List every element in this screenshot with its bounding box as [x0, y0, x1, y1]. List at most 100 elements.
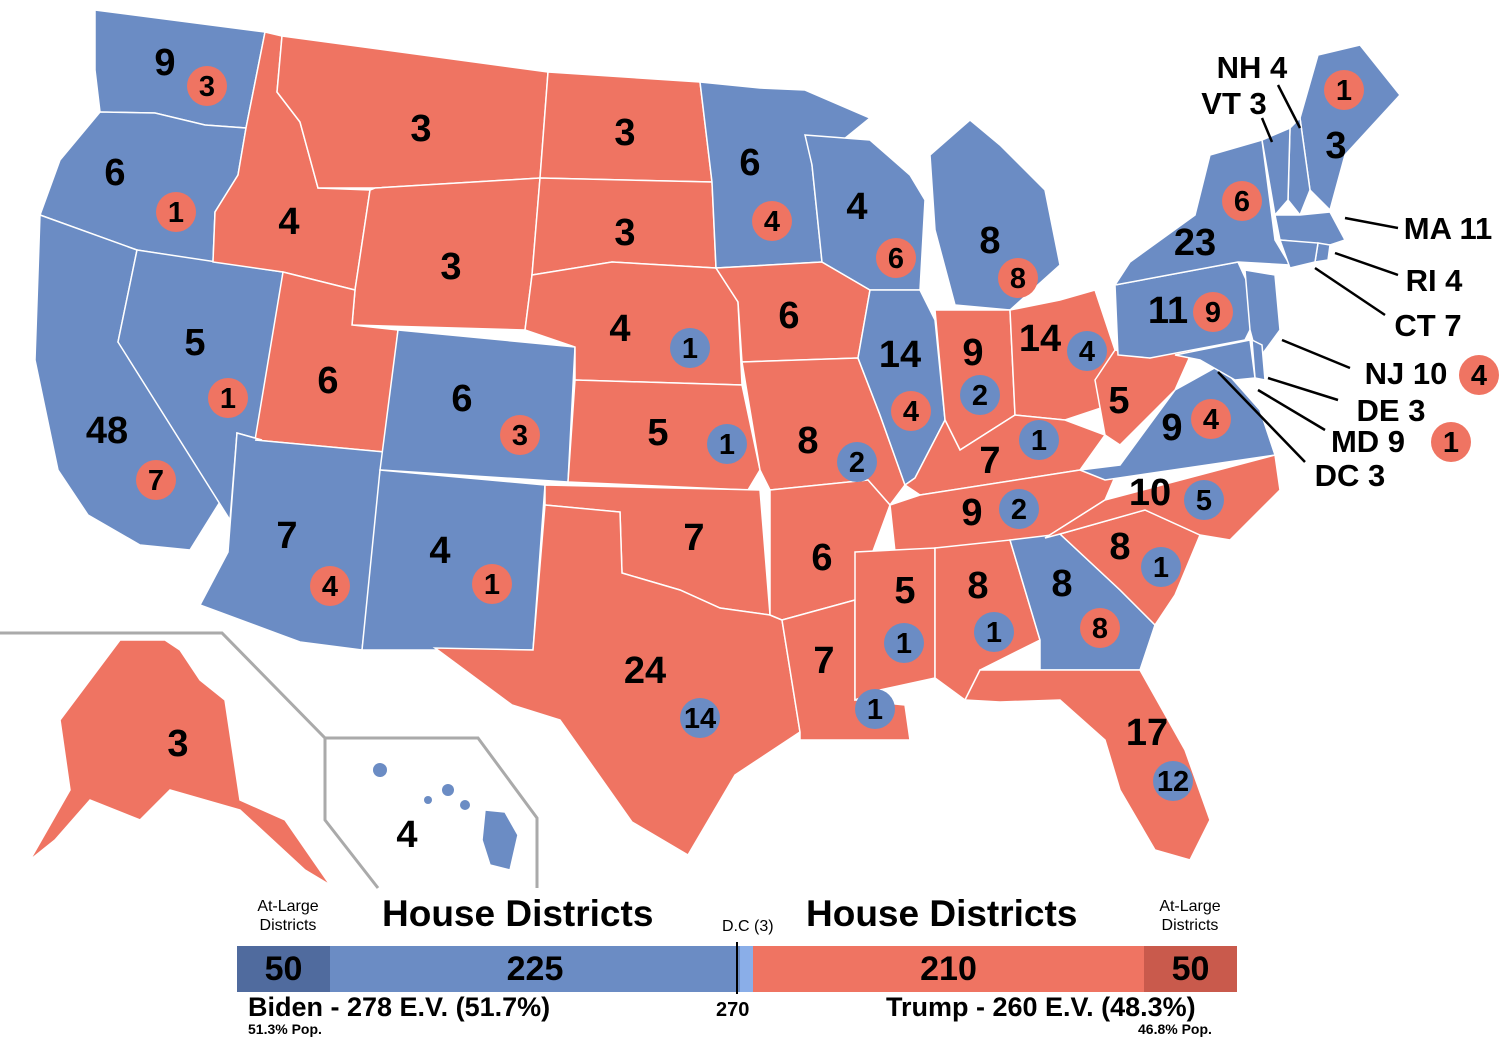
state-ev-label-co: 6 — [451, 378, 472, 420]
dem-pop: 51.3% Pop. — [248, 1021, 322, 1037]
state-hi-island — [373, 763, 387, 777]
district-badge-md — [1431, 422, 1471, 462]
state-nj — [1244, 269, 1281, 362]
state-ev-label-tn: 9 — [961, 492, 982, 534]
state-tx — [432, 504, 801, 857]
state-ev-label-pa: 11 — [1148, 290, 1188, 332]
district-badge-mi — [998, 258, 1038, 298]
callout-label-nh: NH 4 — [1217, 50, 1288, 85]
district-badge-label-co: 3 — [512, 420, 528, 452]
state-ct — [1278, 239, 1319, 269]
district-badge-wa — [187, 66, 227, 106]
district-badge-nj — [1459, 355, 1499, 395]
state-ev-label-la: 7 — [813, 640, 834, 682]
district-badge-label-az: 4 — [322, 571, 338, 603]
callout-label-ct: CT 7 — [1394, 308, 1461, 343]
district-badge-oh — [1067, 331, 1107, 371]
state-ev-label-al: 8 — [967, 565, 988, 607]
right-atlarge-heading: At-Large Districts — [1159, 898, 1221, 934]
state-ny — [1113, 139, 1292, 287]
district-badge-ga — [1080, 608, 1120, 648]
dc-bar — [740, 946, 753, 992]
rep-summary: Trump - 260 E.V. (48.3%) — [886, 992, 1196, 1022]
district-badge-label-nj: 4 — [1471, 360, 1487, 392]
district-badge-nv — [208, 378, 248, 418]
callout-label-vt: VT 3 — [1201, 86, 1266, 121]
state-ev-label-ny: 23 — [1174, 222, 1216, 264]
district-badge-label-or: 1 — [168, 197, 184, 229]
threshold-label: 270 — [716, 999, 750, 1021]
district-badge-label-mi: 8 — [1010, 263, 1026, 295]
district-badge-label-pa: 9 — [1205, 297, 1221, 329]
rep-atlarge-bar: 50 — [1144, 946, 1237, 992]
state-ev-label-mi: 8 — [979, 220, 1000, 262]
state-ev-label-az: 7 — [276, 515, 297, 557]
callout-label-ma: MA 11 — [1404, 211, 1492, 246]
district-badge-wi — [876, 238, 916, 278]
state-ev-label-sd: 3 — [614, 212, 635, 254]
state-ev-label-or: 6 — [104, 152, 125, 194]
state-wa — [94, 9, 266, 129]
callout-label-nj: NJ 10 — [1365, 356, 1448, 391]
district-badge-label-mn: 4 — [764, 206, 780, 238]
district-badge-label-mo: 2 — [849, 447, 865, 479]
district-badge-label-ca: 7 — [148, 465, 164, 497]
state-hi-island — [442, 784, 454, 796]
state-ev-label-wv: 5 — [1108, 380, 1129, 422]
district-badge-az — [310, 566, 350, 606]
state-ev-label-wi: 4 — [846, 186, 867, 228]
state-nc — [1044, 454, 1281, 541]
state-mi — [929, 119, 1061, 311]
state-ak — [29, 639, 331, 886]
district-badge-pa — [1193, 292, 1233, 332]
state-ev-label-ak: 3 — [167, 723, 188, 765]
district-badge-label-fl: 12 — [1157, 766, 1189, 798]
state-ev-label-fl: 17 — [1126, 712, 1168, 754]
state-ev-label-ia: 6 — [778, 295, 799, 337]
district-badge-label-md: 1 — [1443, 427, 1459, 459]
district-badge-label-tn: 2 — [1011, 494, 1027, 526]
state-ev-label-ar: 6 — [811, 537, 832, 579]
district-badge-mo — [837, 442, 877, 482]
district-badge-me — [1324, 70, 1364, 110]
district-badge-fl — [1153, 761, 1193, 801]
state-fl — [963, 669, 1211, 861]
state-ev-label-oh: 14 — [1019, 318, 1061, 360]
callout-label-dc: DC 3 — [1315, 458, 1386, 493]
state-ev-label-wa: 9 — [154, 42, 175, 84]
state-md — [1174, 339, 1256, 381]
dem-house-bar: 225 — [330, 946, 740, 992]
state-vt — [1261, 126, 1291, 217]
state-ev-label-sc: 8 — [1109, 526, 1130, 568]
district-badge-label-al: 1 — [986, 617, 1002, 649]
callout-label-de: DE 3 — [1357, 393, 1426, 428]
district-badge-il — [891, 391, 931, 431]
district-badge-ms — [884, 623, 924, 663]
state-va — [1079, 364, 1276, 481]
state-ev-label-va: 9 — [1161, 407, 1182, 449]
rep-pop: 46.8% Pop. — [1138, 1021, 1212, 1037]
state-ev-label-ky: 7 — [979, 440, 1000, 482]
district-badge-in — [960, 375, 1000, 415]
state-co — [379, 329, 576, 483]
district-badge-sc — [1141, 547, 1181, 587]
state-ms — [854, 547, 936, 702]
state-ev-label-ok: 7 — [683, 517, 704, 559]
district-badge-label-ny: 6 — [1234, 186, 1250, 218]
district-badge-label-nm: 1 — [484, 569, 500, 601]
state-ev-label-nv: 5 — [184, 322, 205, 364]
state-ev-label-mn: 6 — [739, 142, 760, 184]
district-badge-label-me: 1 — [1336, 75, 1352, 107]
inset-borders — [0, 631, 539, 889]
district-badge-mn — [752, 201, 792, 241]
district-badge-va — [1191, 399, 1231, 439]
dem-atlarge-bar: 50 — [237, 946, 330, 992]
dc-label: D.C (3) — [722, 918, 774, 935]
district-badge-ky — [1019, 420, 1059, 460]
district-badge-label-ms: 1 — [896, 628, 912, 660]
state-ev-label-mo: 8 — [797, 420, 818, 462]
district-badge-ks — [707, 424, 747, 464]
state-ev-label-in: 9 — [962, 332, 983, 374]
